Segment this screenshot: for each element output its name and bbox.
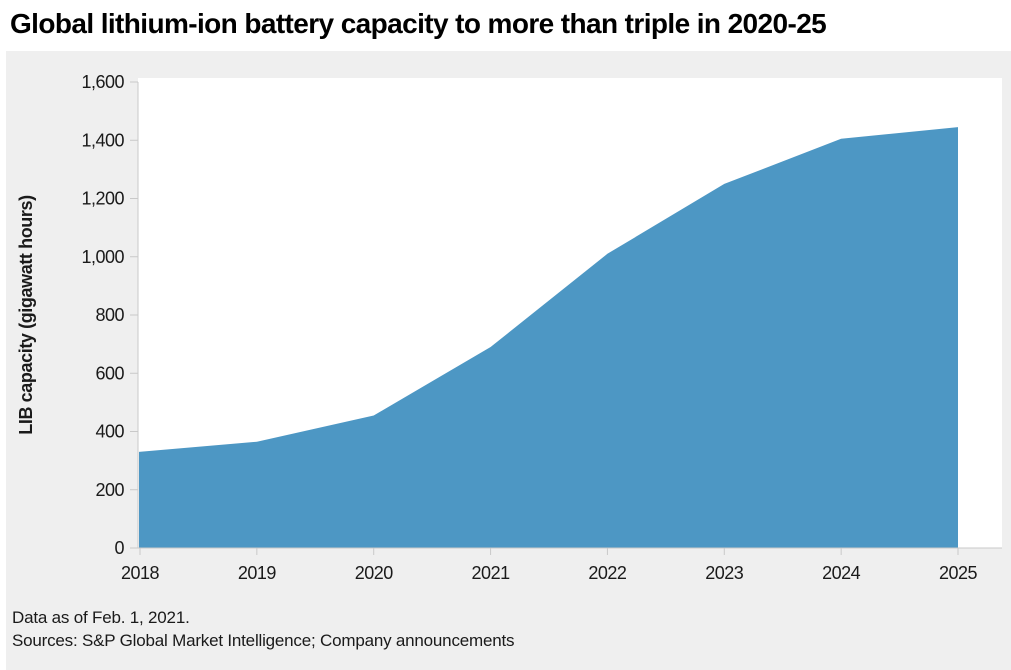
x-tick-label: 2018 xyxy=(121,563,160,583)
area-series xyxy=(139,127,958,548)
footnote-date: Data as of Feb. 1, 2021. xyxy=(12,608,190,627)
x-tick-label: 2021 xyxy=(472,563,511,583)
y-tick-label: 1,200 xyxy=(81,189,124,209)
y-tick-label: 1,400 xyxy=(81,130,124,150)
y-tick-label: 400 xyxy=(95,422,124,442)
x-tick-label: 2020 xyxy=(355,563,394,583)
chart-footnotes: Data as of Feb. 1, 2021. Sources: S&P Gl… xyxy=(12,606,514,652)
y-tick-label: 200 xyxy=(95,480,124,500)
y-tick-label: 1,600 xyxy=(81,72,124,92)
x-tick-label: 2022 xyxy=(588,563,627,583)
y-tick-label: 0 xyxy=(114,538,124,558)
y-tick-label: 800 xyxy=(95,305,124,325)
footnote-sources: Sources: S&P Global Market Intelligence;… xyxy=(12,631,515,650)
y-tick-label: 1,000 xyxy=(81,247,124,267)
x-tick-label: 2025 xyxy=(939,563,978,583)
x-tick-label: 2024 xyxy=(822,563,861,583)
x-tick-label: 2023 xyxy=(705,563,744,583)
y-tick-label: 600 xyxy=(95,363,124,383)
x-tick-label: 2019 xyxy=(238,563,277,583)
chart-title: Global lithium-ion battery capacity to m… xyxy=(10,8,827,39)
y-axis-title: LIB capacity (gigawatt hours) xyxy=(16,195,36,435)
